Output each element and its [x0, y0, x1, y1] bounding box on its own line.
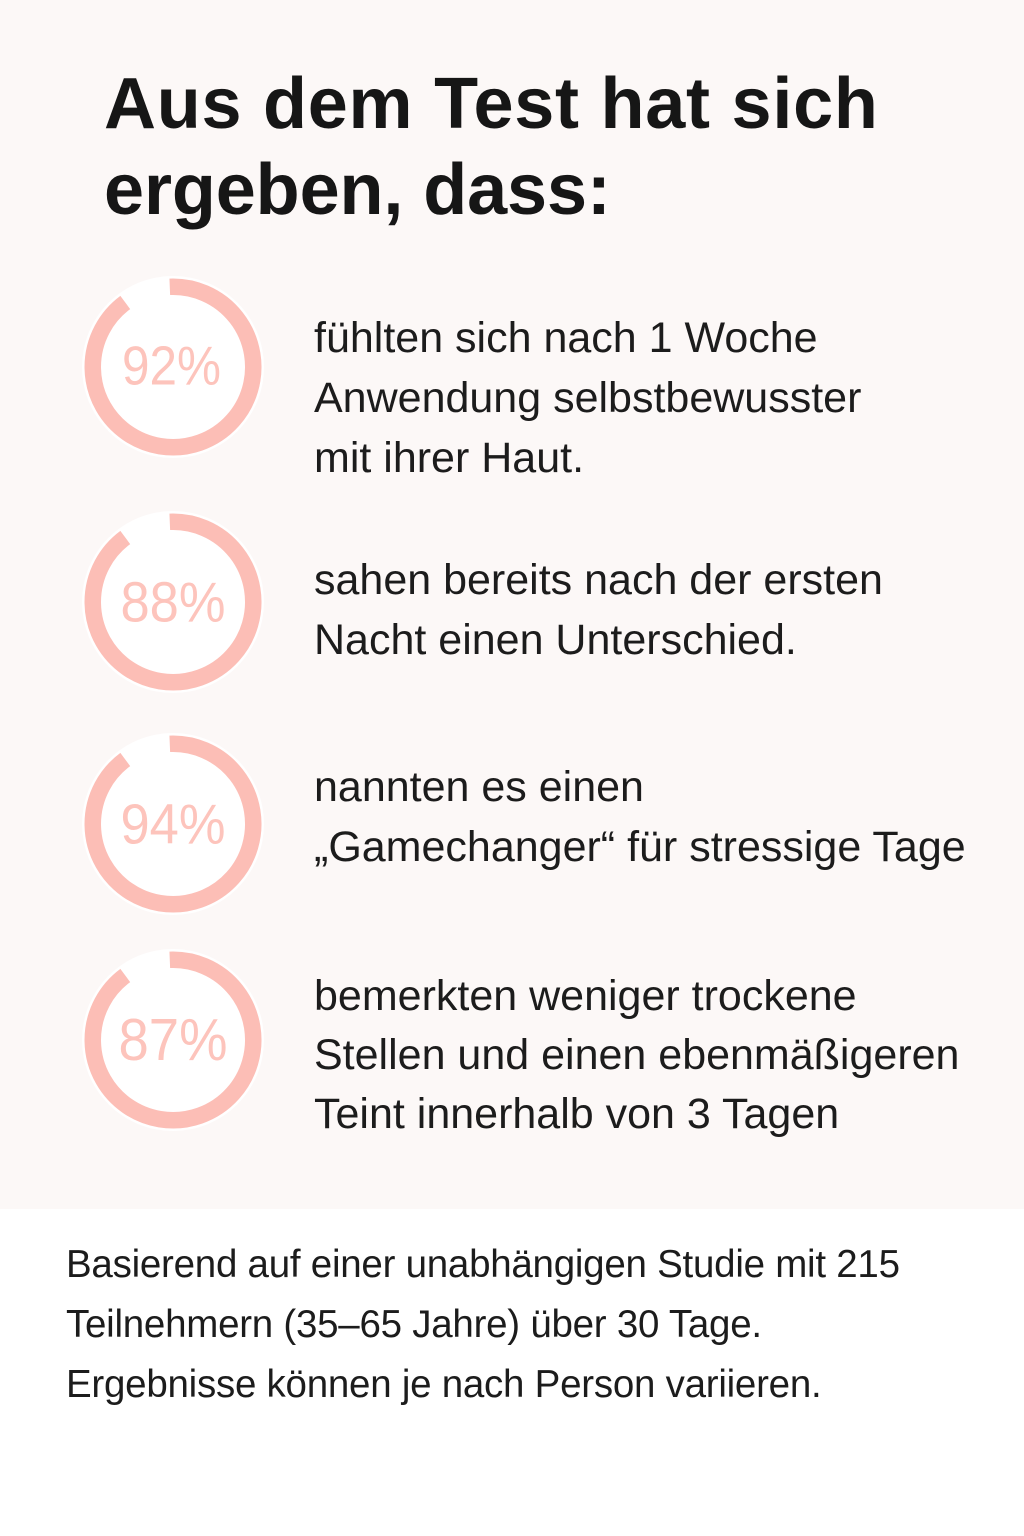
svg-text:94%: 94%	[121, 793, 226, 857]
svg-text:88%: 88%	[121, 571, 226, 635]
svg-text:92%: 92%	[122, 335, 221, 397]
svg-text:87%: 87%	[119, 1007, 228, 1073]
